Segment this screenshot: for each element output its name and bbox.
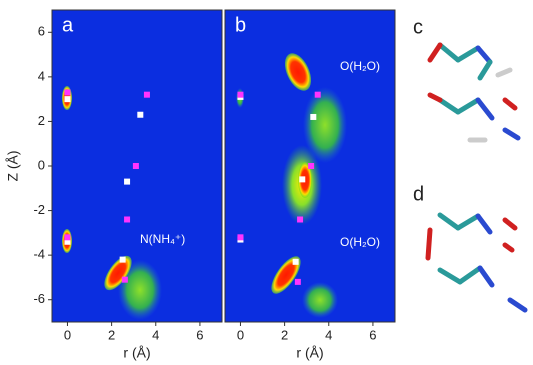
molecule-c [430,45,518,140]
marker [297,216,303,222]
marker [237,92,243,98]
annotation: O(H₂O) [340,235,380,249]
x-axis-label: r (Å) [296,345,323,361]
y-tick-label: -4 [33,247,45,262]
panel-label: a [62,14,74,36]
y-tick-label: 6 [38,24,45,39]
x-tick-label: 4 [152,327,159,342]
marker [310,114,316,120]
structure-label: c [413,16,423,38]
x-axis-label: r (Å) [123,345,150,361]
marker [144,92,150,98]
y-tick-label: -2 [33,202,45,217]
y-tick-label: 4 [38,68,45,83]
y-axis-label: Z (Å) [5,150,21,181]
figure: c d a 0 2 4 6 -6 -4 -2 0 2 4 6 r (Å) Z (Å) N(NH₄⁺) b 0 2 4… [0,0,533,365]
marker [293,259,299,265]
x-tick-label: 0 [237,327,244,342]
structure-label: d [413,183,424,205]
annotation: O(H₂O) [340,59,380,73]
y-tick-label: 2 [38,113,45,128]
y-tick-label: 0 [38,157,45,172]
y-tick-label: -6 [33,291,45,306]
marker [120,257,126,263]
molecule-d [428,215,525,310]
marker [64,234,70,240]
marker [124,179,130,185]
x-tick-label: 6 [369,327,376,342]
x-tick-label: 4 [325,327,332,342]
marker [124,216,130,222]
x-tick-label: 0 [64,327,71,342]
marker [137,112,143,118]
marker [237,234,243,240]
x-tick-label: 2 [281,327,288,342]
marker [64,89,70,95]
marker [299,176,305,182]
panel-label: b [235,14,246,36]
annotation: N(NH₄⁺) [140,232,185,246]
marker [64,96,70,102]
marker [133,163,139,169]
x-tick-label: 6 [196,327,203,342]
marker [295,279,301,285]
marker [315,92,321,98]
marker [308,163,314,169]
x-tick-label: 2 [108,327,115,342]
marker [122,277,128,283]
